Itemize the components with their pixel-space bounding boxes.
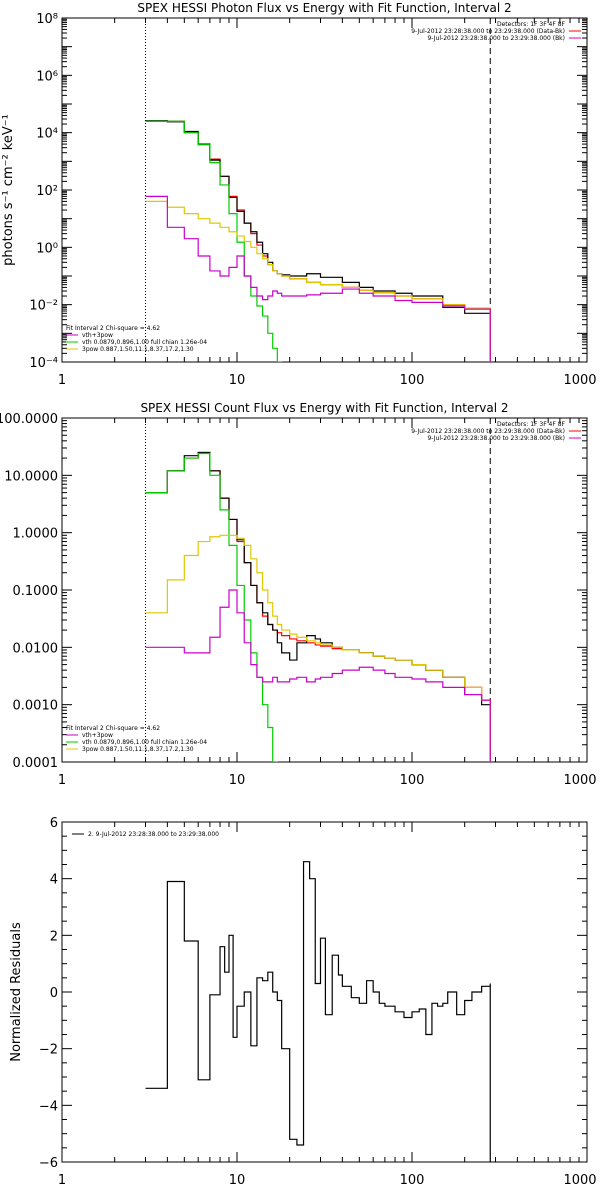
legend-top-right-text: 9-Jul-2012 23:28:38.000 to 23:29:38.000 …	[411, 28, 565, 35]
series-data	[145, 451, 491, 762]
x-tick-label: 1000	[563, 373, 596, 388]
legend-bottom-left-text: 3pow 0.887,1.50,11.1,8.37,17.2,1.30	[82, 746, 194, 753]
y-tick-label: 10⁻⁴	[29, 356, 58, 371]
series-2-9-jul-2012-23-28-38-000-to-23-29-38-000	[145, 861, 491, 1162]
photon-flux-chart: SPEX HESSI Photon Flux vs Energy with Fi…	[0, 0, 600, 400]
y-tick-label: 0	[50, 986, 58, 1001]
series-group	[145, 861, 491, 1162]
plot-frame	[61, 417, 588, 763]
legend-top-right-text: Detectors: 1F 3F 4F 8F	[497, 21, 566, 28]
x-tick-label: 100	[400, 373, 425, 388]
photon-flux-svg: SPEX HESSI Photon Flux vs Energy with Fi…	[1, 1, 597, 388]
x-tick-label: 100	[400, 1173, 425, 1188]
series-bk	[145, 589, 491, 762]
y-tick-label: 2	[50, 929, 58, 944]
y-tick-label: 10⁰	[36, 241, 58, 256]
series-vth	[145, 452, 278, 762]
legend-top-right-text: Detectors: 1F 3F 4F 8F	[497, 421, 566, 428]
legend-top-right-text: 9-Jul-2012 23:28:38.000 to 23:29:38.000 …	[411, 428, 565, 435]
legend-bottom-left-text: vth+3pow	[82, 332, 113, 339]
y-tick-label: 10⁶	[36, 69, 58, 84]
y-tick-label: 10.0000	[4, 469, 58, 484]
x-tick-label: 10	[229, 773, 246, 788]
x-tick-label: 1	[58, 773, 66, 788]
y-axis-label: Normalized Residuals	[9, 922, 24, 1062]
plot-frame	[61, 821, 588, 1163]
y-tick-label: 0.0001	[13, 756, 59, 771]
legend-bottom-left-text: Fit Interval 2 Chi-square = 4.62	[66, 325, 160, 332]
count-flux-chart: SPEX HESSI Count Flux vs Energy with Fit…	[0, 400, 600, 800]
legend-top-right-text: 9-Jul-2012 23:28:38.000 to 23:29:38.000 …	[427, 435, 565, 442]
residuals-svg: 1 10 100 1000 −6 −4 −2 0 2 4 6 Normalized Residuals…	[9, 816, 597, 1188]
x-tick-label: 1000	[563, 1173, 596, 1188]
series-data	[145, 120, 491, 362]
y-tick-label: 6	[50, 816, 58, 831]
y-axis-label: photons s⁻¹ cm⁻² keV⁻¹	[1, 114, 16, 266]
legend-bottom-left-text: 3pow 0.887,1.50,11.1,8.37,17.2,1.30	[82, 346, 194, 353]
series-group	[145, 451, 491, 762]
y-tick-label: 1.0000	[13, 527, 59, 542]
residuals-chart: 1 10 100 1000 −6 −4 −2 0 2 4 6 Normalized Residuals…	[0, 800, 600, 1200]
chart-title: SPEX HESSI Count Flux vs Energy with Fit…	[140, 401, 508, 415]
y-tick-label: 10²	[36, 184, 58, 199]
series-vth-3pow	[145, 120, 491, 362]
count-flux-svg: SPEX HESSI Count Flux vs Energy with Fit…	[0, 401, 597, 788]
series-3pow	[145, 534, 491, 762]
legend-bottom-left-text: vth 0.0879,0.896,1.00 full chian 1.26e-0…	[82, 339, 207, 346]
chart-title: SPEX HESSI Photon Flux vs Energy with Fi…	[137, 1, 511, 15]
series-3pow	[145, 200, 491, 362]
series-bk	[145, 195, 491, 362]
y-tick-label: 0.1000	[13, 584, 59, 599]
x-tick-label: 100	[400, 773, 425, 788]
y-tick-label: −6	[39, 1156, 58, 1171]
y-tick-label: −4	[39, 1099, 58, 1114]
legend-text: 2. 9-Jul-2012 23:28:38.000 to 23:29:38.0…	[88, 831, 219, 838]
x-tick-label: 1	[58, 373, 66, 388]
plot-frame	[61, 17, 588, 363]
legend-bottom-left-text: vth+3pow	[82, 732, 113, 739]
y-tick-label: 10⁻²	[29, 299, 58, 314]
y-tick-label: −2	[39, 1043, 58, 1058]
legend-bottom-left-text: Fit Interval 2 Chi-square = 4.62	[66, 725, 160, 732]
legend-bottom-left-text: vth 0.0879,0.896,1.00 full chian 1.26e-0…	[82, 739, 207, 746]
series-group	[145, 120, 491, 362]
y-tick-label: 4	[50, 873, 58, 888]
legend-top-right-text: 9-Jul-2012 23:28:38.000 to 23:29:38.000 …	[427, 35, 565, 42]
y-tick-label: 10⁴	[36, 127, 58, 142]
x-tick-label: 1	[58, 1173, 66, 1188]
y-tick-label: 10⁸	[36, 12, 58, 27]
y-tick-label: 0.0010	[13, 699, 59, 714]
y-tick-label: 100.0000	[0, 412, 58, 427]
x-tick-label: 10	[229, 373, 246, 388]
x-tick-label: 1000	[563, 773, 596, 788]
series-vth-3pow	[145, 451, 491, 762]
x-tick-label: 10	[229, 1173, 246, 1188]
y-tick-label: 0.0100	[13, 641, 59, 656]
